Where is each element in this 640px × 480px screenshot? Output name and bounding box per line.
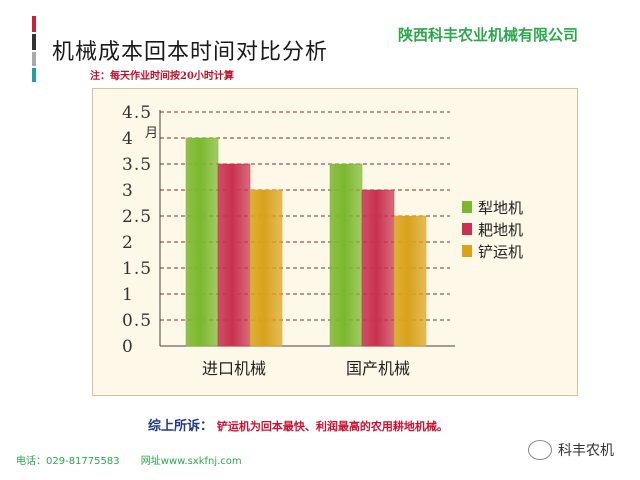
accent-bar-dark [32,34,36,50]
y-tick-label: 2 [122,233,134,253]
title-accent-bars [32,16,38,82]
y-tick-label: 0 [122,337,134,357]
bar-1-0 [217,163,251,347]
wechat-icon [528,440,552,460]
bar-0-0 [185,137,219,347]
y-tick-label: 4 [122,129,134,149]
legend-label-0: 犁地机 [478,199,523,217]
chart-note: 注：每天作业时间按20小时计算 [90,71,234,82]
accent-bar-red [32,16,36,32]
legend-label-2: 铲运机 [478,243,523,261]
bar-1-1 [361,189,395,347]
wechat-badge: 科丰农机 [528,440,614,460]
legend-swatch-2 [462,245,472,257]
y-tick-label: 4.5 [122,103,152,123]
x-category-label: 国产机械 [346,359,410,378]
summary-label: 综上所诉： [148,419,214,434]
summary-text: 铲运机为回本最快、利润最高的农用耕地机械。 [216,420,448,433]
y-tick-label: 0.5 [122,311,152,331]
accent-bar-teal [32,68,36,82]
x-category-label: 进口机械 [202,359,266,378]
bar-2-0 [249,189,283,347]
legend-swatch-1 [462,223,472,235]
wechat-account: 科丰农机 [558,443,614,459]
contact-info: 电话：029-81775583 网址www.sxkfnj.com [16,452,260,467]
y-tick-label: 3.5 [122,155,152,175]
company-name: 陕西科丰农业机械有限公司 [398,26,579,44]
y-tick-label: 2.5 [122,207,152,227]
y-tick-label: 3 [122,181,134,201]
legend-swatch-0 [462,201,472,213]
bar-0-1 [329,163,363,347]
website-link: 网址www.sxkfnj.com [140,456,242,467]
summary: 综上所诉： 铲运机为回本最快、利润最高的农用耕地机械。 [148,415,448,434]
y-tick-label: 1.5 [122,259,152,279]
y-axis-unit-label: 月 [145,126,158,141]
page-title: 机械成本回本时间对比分析 [52,40,329,65]
legend-label-1: 耙地机 [478,221,523,239]
bar-2-1 [393,215,427,347]
phone-number: 电话：029-81775583 [16,456,120,467]
y-tick-label: 1 [122,285,134,305]
accent-bar-gray [32,52,36,66]
